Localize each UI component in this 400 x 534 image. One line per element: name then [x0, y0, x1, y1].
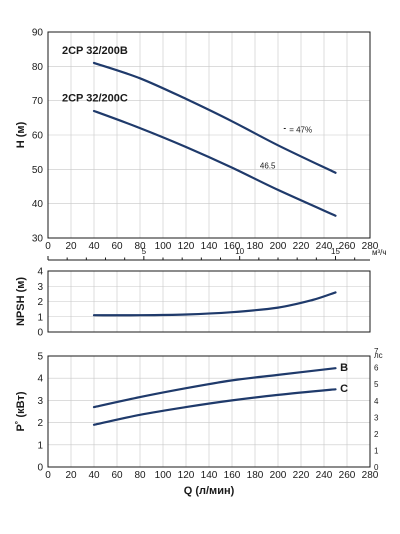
- secondary-y-tick-label: 3: [374, 413, 379, 422]
- secondary-y-tick-label: 4: [374, 397, 379, 406]
- x-tick-label: 220: [293, 241, 310, 252]
- x-tick-label: 80: [134, 470, 146, 481]
- x-axis-title: Q (л/мин): [184, 485, 235, 497]
- x-tick-label: 100: [155, 470, 172, 481]
- x-tick-label: 40: [88, 241, 100, 252]
- power-curve-c: [92, 388, 337, 426]
- x-tick-label: 200: [270, 241, 287, 252]
- plot-frame-1: [47, 31, 371, 239]
- y-tick-label: 70: [32, 96, 44, 107]
- y-tick-label: 2: [37, 418, 43, 429]
- x-tick-label: 200: [270, 470, 287, 481]
- x-tick-label: 260: [339, 470, 356, 481]
- npsh-curve: [92, 291, 337, 317]
- y-tick-label: 50: [32, 165, 44, 176]
- y-tick-label: 2: [37, 297, 43, 308]
- x-tick-label: 60: [111, 241, 123, 252]
- y-tick-label: 4: [37, 374, 43, 385]
- x-tick-label: 120: [178, 241, 195, 252]
- x-tick-label: 280: [362, 241, 379, 252]
- y-tick-label: 3: [37, 282, 43, 293]
- y-tick-label: 80: [32, 62, 44, 73]
- secondary-y-tick-label: 5: [374, 380, 379, 389]
- y-tick-label: 0: [37, 328, 43, 339]
- secondary-y-tick-label: 0: [374, 463, 379, 472]
- plot-frame-3: [47, 355, 371, 468]
- y-tick-label: 5: [37, 352, 43, 363]
- series-label-2cp-32-200b: 2CP 32/200B: [62, 45, 128, 57]
- y-tick-label: 1: [37, 312, 43, 323]
- secondary-x-unit: м³/ч: [372, 248, 387, 257]
- x-tick-label: 0: [45, 241, 51, 252]
- x-tick-label: 20: [65, 241, 77, 252]
- efficiency-annotation-47: = 47%: [289, 125, 312, 134]
- secondary-y-tick-label: 2: [374, 430, 379, 439]
- x-tick-label: 260: [339, 241, 356, 252]
- secondary-x-tick-label: 10: [235, 247, 244, 256]
- y-tick-label: 0: [37, 463, 43, 474]
- efficiency-annotation-46-5: 46.5: [260, 161, 276, 170]
- x-tick-label: 20: [65, 470, 77, 481]
- x-tick-label: 280: [362, 470, 379, 481]
- x-tick-label: 180: [247, 241, 264, 252]
- x-tick-label: 240: [316, 470, 333, 481]
- series-label-b: B: [340, 362, 348, 374]
- series-label-2cp-32-200c: 2CP 32/200C: [62, 92, 128, 104]
- y-tick-label: 60: [32, 131, 44, 142]
- x-tick-label: 160: [224, 470, 241, 481]
- power-curve-b: [92, 367, 337, 409]
- secondary-y-tick-label: 7: [374, 347, 379, 356]
- y-axis-title: H (м): [15, 121, 27, 148]
- series-curve-c: [92, 109, 337, 217]
- x-tick-label: 120: [178, 470, 195, 481]
- y-tick-label: 40: [32, 199, 44, 210]
- x-tick-label: 60: [111, 470, 123, 481]
- secondary-x-tick-label: 15: [331, 247, 340, 256]
- series-label-c: C: [340, 383, 348, 395]
- x-tick-label: 160: [224, 241, 241, 252]
- secondary-y-tick-label: 6: [374, 364, 379, 373]
- x-tick-label: 40: [88, 470, 100, 481]
- x-tick-label: 180: [247, 470, 264, 481]
- x-tick-label: 220: [293, 470, 310, 481]
- secondary-y-unit: лс: [374, 351, 383, 360]
- secondary-y-tick-label: 1: [374, 446, 379, 455]
- x-tick-label: 240: [316, 241, 333, 252]
- plot-frame-2: [47, 270, 371, 333]
- y-tick-label: 30: [32, 234, 44, 245]
- y-tick-label: 90: [32, 28, 44, 39]
- series-curve-b: [92, 61, 337, 174]
- x-tick-label: 100: [155, 241, 172, 252]
- y-tick-label: 1: [37, 440, 43, 451]
- x-tick-label: 80: [134, 241, 146, 252]
- secondary-x-tick-label: 5: [142, 247, 147, 256]
- x-tick-label: 140: [201, 470, 218, 481]
- x-tick-label: 0: [45, 470, 51, 481]
- y-axis-title: P˚ (кВт): [15, 391, 27, 431]
- y-tick-label: 3: [37, 396, 43, 407]
- x-tick-label: 140: [201, 241, 218, 252]
- y-axis-title: NPSH (м): [15, 277, 27, 326]
- y-tick-label: 4: [37, 267, 43, 278]
